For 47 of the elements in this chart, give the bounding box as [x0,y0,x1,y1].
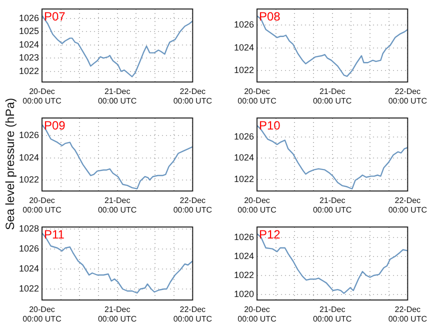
chart-title: P08 [259,9,281,24]
x-tick-label: 20-Dec 00:00 UTC [22,196,62,215]
x-tick-label: 21-Dec 00:00 UTC [98,305,137,324]
x-tick-label: 20-Dec 00:00 UTC [238,305,277,324]
y-tick-label: 1026 [18,130,39,140]
y-tick-label: 1022 [18,283,39,294]
x-tick-label: 22-Dec 00:00 UTC [388,87,428,106]
chart-title: P07 [44,9,66,24]
y-tick-label: 1020 [234,288,254,299]
y-tick-label: 1022 [234,65,254,76]
x-tick-label: 22-Dec 00:00 UTC [173,305,212,324]
x-tick-label: 22-Dec 00:00 UTC [388,305,428,324]
x-tick-label: 21-Dec 00:00 UTC [312,196,352,215]
x-tick-label: 20-Dec 00:00 UTC [22,305,62,324]
chart-title: P09 [44,118,66,132]
y-tick-label: 1024 [234,250,254,261]
y-tick-label: 1024 [18,263,39,274]
y-tick-label: 1024 [18,39,39,50]
x-tick-label: 20-Dec 00:00 UTC [238,196,277,215]
y-tick-label: 1026 [234,232,254,242]
x-tick-label: 21-Dec 00:00 UTC [312,305,352,324]
x-tick-label: 21-Dec 00:00 UTC [98,87,137,106]
y-tick-label: 1022 [234,174,254,184]
x-tick-label: 22-Dec 00:00 UTC [173,87,212,106]
chart-title: P11 [44,227,65,242]
chart-title: P12 [259,227,281,242]
y-tick-label: 1025 [18,26,39,36]
y-tick-label: 1028 [18,223,39,234]
x-tick-label: 22-Dec 00:00 UTC [388,196,428,215]
y-tick-label: 1024 [234,42,254,52]
y-tick-label: 1022 [18,174,39,184]
x-tick-label: 22-Dec 00:00 UTC [173,196,212,215]
y-tick-label: 1026 [18,12,39,23]
y-axis-title: Sea level pressure (hPa) [3,97,17,230]
y-tick-label: 1023 [18,52,39,63]
chart-title: P10 [259,118,281,132]
x-tick-label: 21-Dec 00:00 UTC [312,87,352,106]
y-tick-label: 1024 [18,152,39,162]
y-tick-label: 1026 [18,243,39,254]
y-tick-label: 1022 [234,270,254,280]
y-tick-label: 1026 [234,19,254,30]
x-tick-label: 20-Dec 00:00 UTC [238,87,277,106]
x-tick-label: 20-Dec 00:00 UTC [22,87,62,106]
y-tick-label: 1026 [234,132,254,142]
x-tick-label: 21-Dec 00:00 UTC [98,196,137,215]
y-tick-label: 1022 [18,66,39,76]
y-tick-label: 1024 [234,152,254,163]
